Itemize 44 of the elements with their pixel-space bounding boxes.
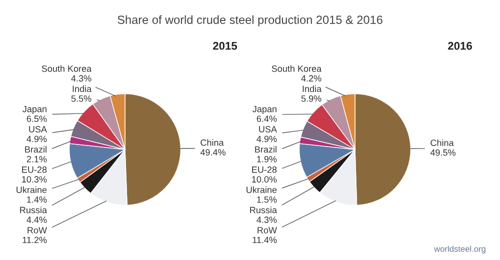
text: Share of world crude steel production 2015 & 2016 bbox=[118, 15, 382, 26]
data-label: 4.9% bbox=[256, 136, 277, 142]
slice-label: Ukraine bbox=[246, 186, 277, 194]
data-label: 1.4% bbox=[27, 196, 47, 203]
slice-label: RoW bbox=[28, 227, 47, 234]
slice-label: RoW bbox=[258, 227, 277, 234]
data-label: 11.2% bbox=[22, 236, 47, 244]
data-label: 4.3% bbox=[71, 75, 92, 82]
slice-label: Ukraine bbox=[16, 186, 47, 194]
slice-label: South Korea bbox=[42, 65, 92, 72]
data-label: 6.4% bbox=[256, 116, 277, 122]
slice-label: India bbox=[72, 85, 92, 92]
data-label: 4.2% bbox=[301, 75, 322, 82]
slice-label: Japan bbox=[252, 106, 276, 114]
data-label: 5.9% bbox=[301, 95, 322, 102]
data-label: 11.4% bbox=[252, 236, 277, 244]
data-label: 5.5% bbox=[71, 95, 92, 102]
data-label: 49.5% bbox=[430, 149, 456, 156]
data-label: 1.9% bbox=[257, 156, 277, 162]
slice-label: USA bbox=[29, 126, 47, 132]
text: worldsteel.org bbox=[434, 246, 486, 254]
slice-label: China bbox=[200, 139, 224, 146]
data-label: 6.5% bbox=[26, 116, 47, 122]
slice-label: China bbox=[430, 139, 454, 146]
slice-label: USA bbox=[259, 126, 277, 132]
chart-title: 2015 bbox=[213, 42, 238, 50]
data-label: 10.0% bbox=[252, 176, 277, 183]
data-label: 4.3% bbox=[256, 216, 277, 223]
slice-label: Russia bbox=[20, 206, 47, 214]
slice-label: India bbox=[302, 85, 322, 92]
slice-label: EU-28 bbox=[22, 166, 47, 173]
data-label: 4.9% bbox=[26, 136, 47, 142]
data-label: 49.4% bbox=[200, 149, 226, 156]
slice-label: Russia bbox=[250, 206, 277, 214]
slice-label: Brazil bbox=[25, 146, 46, 153]
data-label: 10.3% bbox=[22, 176, 47, 183]
slice-label: South Korea bbox=[272, 65, 322, 72]
slice-label: EU-28 bbox=[252, 166, 277, 173]
data-label: 4.4% bbox=[26, 216, 47, 223]
slice-label: Japan bbox=[22, 106, 46, 114]
data-label: 1.5% bbox=[257, 196, 277, 203]
chart-title: 2016 bbox=[448, 42, 472, 50]
slice-label: Brazil bbox=[255, 146, 276, 153]
data-label: 2.1% bbox=[26, 156, 47, 162]
